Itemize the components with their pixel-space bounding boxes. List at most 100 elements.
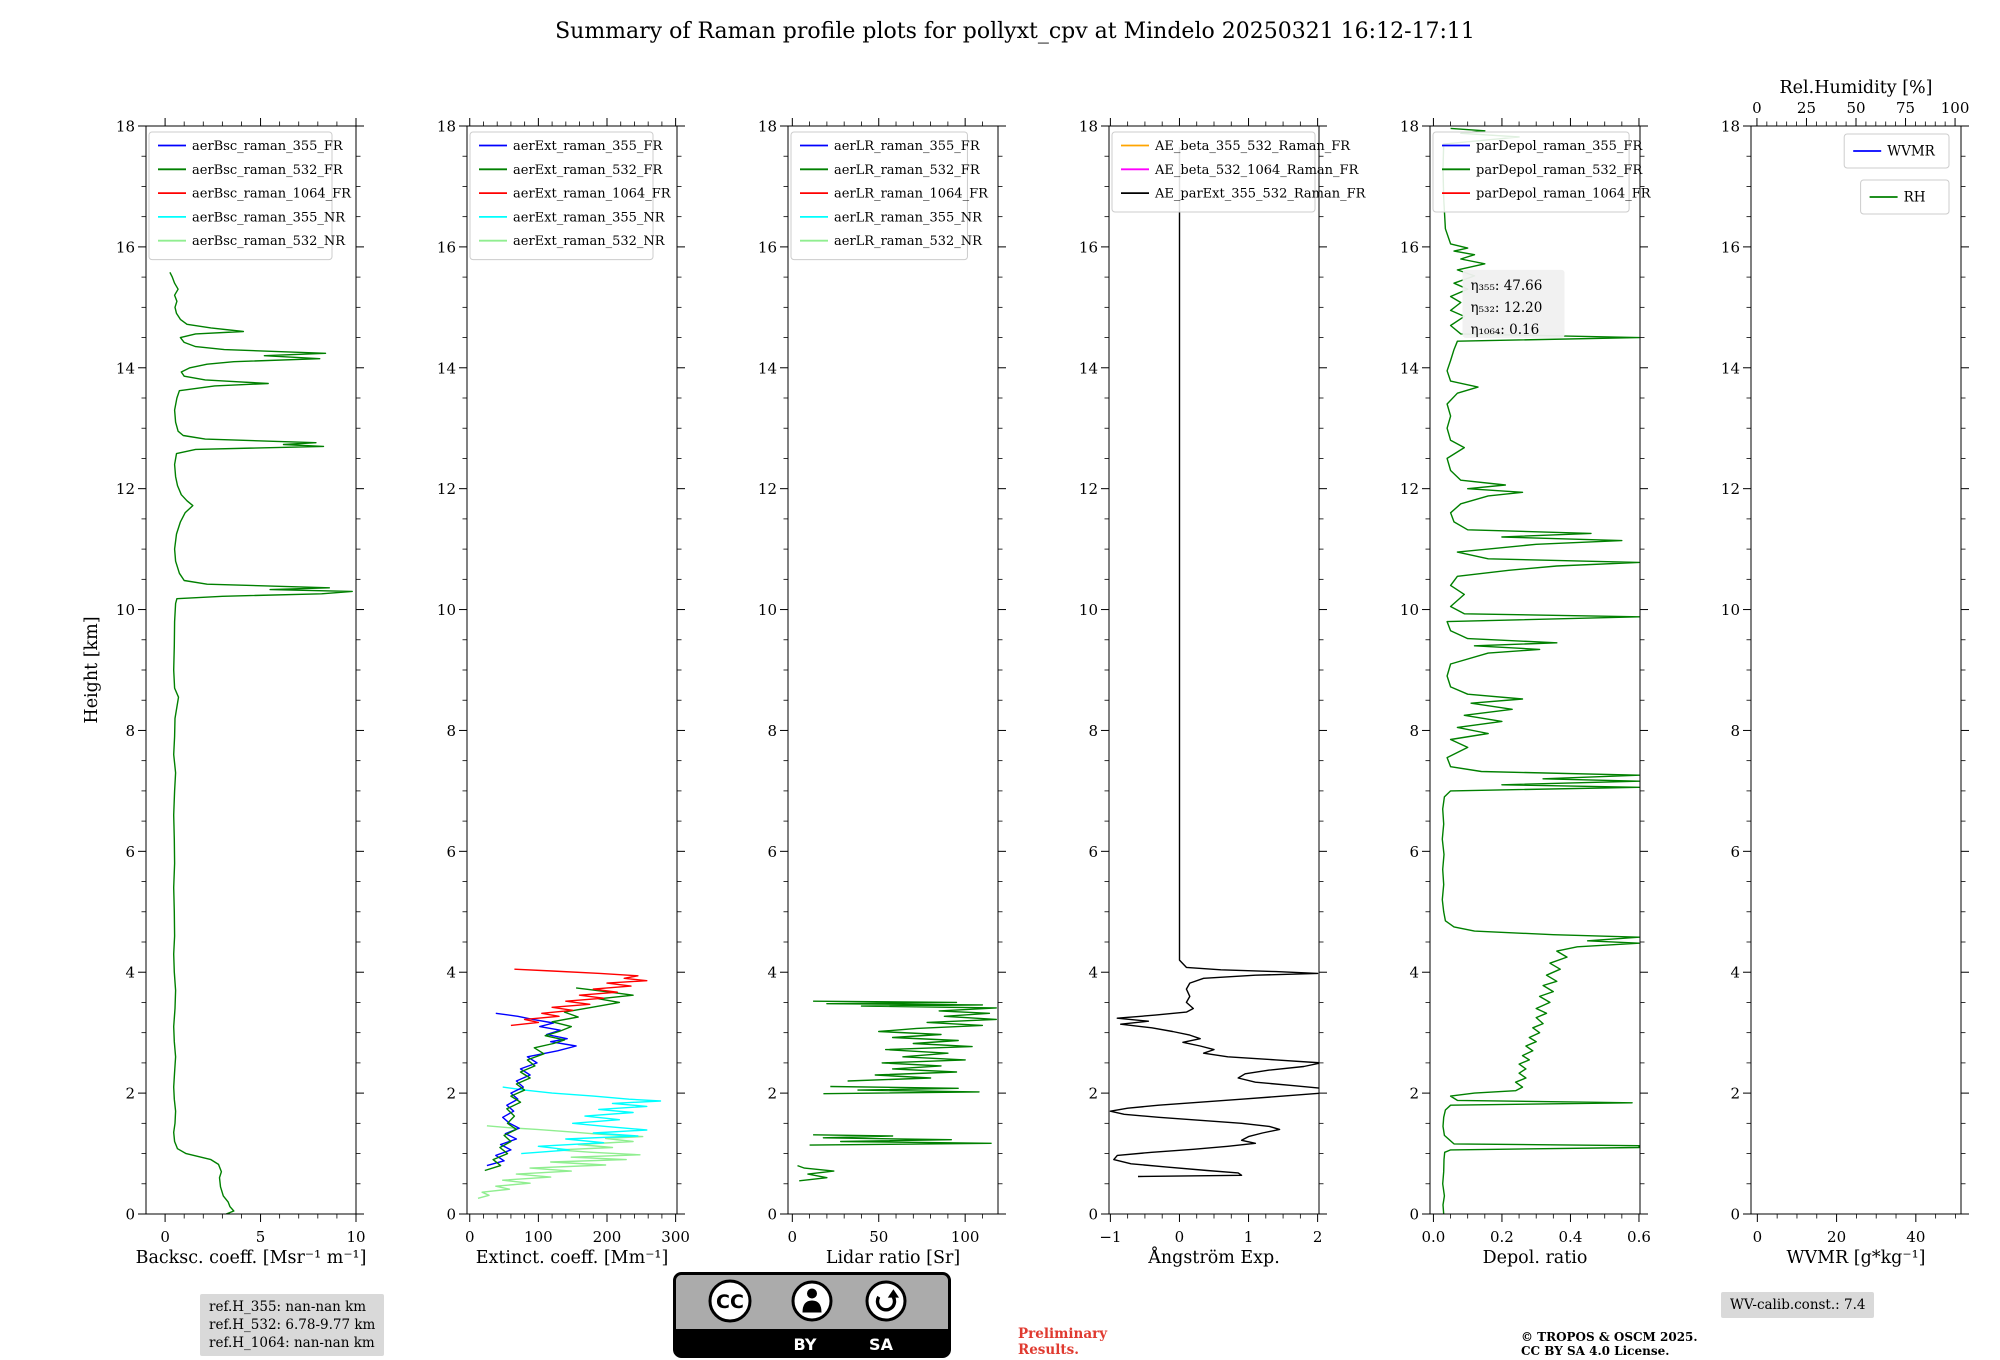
axes-frame <box>466 125 678 1215</box>
svg-text:4: 4 <box>125 964 135 982</box>
svg-text:aerBsc_raman_532_FR: aerBsc_raman_532_FR <box>192 163 344 178</box>
panel-depol: 0.0 0.2 0.4 0.6 0 2 4 6 8 10 12 14 16 18 Depol. ratio p… <box>1400 118 1652 1269</box>
copyright-line-1: © TROPOS & OSCM 2025. <box>1521 1330 1698 1344</box>
attribution-person-icon <box>791 1280 833 1322</box>
svg-text:aerExt_raman_532_NR: aerExt_raman_532_NR <box>513 234 666 249</box>
svg-text:16: 16 <box>758 238 777 256</box>
svg-text:Rel.Humidity [%]: Rel.Humidity [%] <box>1780 78 1933 98</box>
legend-angstrom: AE_beta_355_532_Raman_FR AE_beta_532_1064… <box>1111 131 1367 213</box>
wv-calib-box: WV-calib.const.: 7.4 <box>1721 1292 1875 1318</box>
svg-text:Extinct. coeff. [Mm⁻¹]: Extinct. coeff. [Mm⁻¹] <box>476 1248 669 1268</box>
svg-text:0: 0 <box>160 1228 170 1246</box>
panel-backscatter: 0 5 10 0 2 4 6 8 10 12 14 16 18 Backsc. coeff. [Msr⁻¹… <box>82 118 366 1269</box>
axes-frame <box>787 125 999 1215</box>
svg-text:parDepol_raman_355_FR: parDepol_raman_355_FR <box>1476 139 1643 154</box>
eta-annotation: η₃₅₅: 47.66 η₅₃₂: 12.20 η₁₀₆₄: 0.16 <box>1462 269 1565 338</box>
cc-by-label: BY <box>794 1335 817 1354</box>
svg-text:1: 1 <box>1244 1228 1254 1246</box>
svg-text:0: 0 <box>1752 99 1762 117</box>
svg-text:16: 16 <box>1400 238 1419 256</box>
svg-text:0: 0 <box>1088 1206 1098 1224</box>
svg-text:6: 6 <box>1088 843 1098 861</box>
svg-text:aerBsc_raman_1064_FR: aerBsc_raman_1064_FR <box>192 187 352 202</box>
svg-text:aerBsc_raman_355_NR: aerBsc_raman_355_NR <box>192 210 346 225</box>
series-aerExt_raman_532_FR <box>484 987 634 1172</box>
svg-text:0.6: 0.6 <box>1627 1228 1651 1246</box>
svg-text:aerLR_raman_355_FR: aerLR_raman_355_FR <box>834 139 981 154</box>
svg-text:10: 10 <box>1079 601 1098 619</box>
legend-backscatter: aerBsc_raman_355_FR aerBsc_raman_532_FRae… <box>148 131 352 261</box>
svg-text:10: 10 <box>116 601 135 619</box>
svg-text:10: 10 <box>1721 601 1740 619</box>
series-AE_parExt_355_532_Raman_FR <box>1109 147 1319 1178</box>
svg-text:6: 6 <box>1409 843 1419 861</box>
svg-text:18: 18 <box>1721 118 1740 136</box>
svg-text:8: 8 <box>1409 722 1419 740</box>
svg-text:4: 4 <box>1409 964 1419 982</box>
svg-text:10: 10 <box>437 601 456 619</box>
svg-text:0.4: 0.4 <box>1559 1228 1583 1246</box>
svg-text:0: 0 <box>788 1228 798 1246</box>
svg-text:0: 0 <box>1730 1206 1740 1224</box>
axes-frame <box>1750 125 1962 1215</box>
svg-text:2: 2 <box>1088 1085 1098 1103</box>
svg-text:AE_beta_355_532_Raman_FR: AE_beta_355_532_Raman_FR <box>1154 139 1351 154</box>
svg-text:300: 300 <box>661 1228 690 1246</box>
preliminary-line-2: Results. <box>1018 1342 1079 1358</box>
svg-text:16: 16 <box>1721 238 1740 256</box>
svg-text:2: 2 <box>1409 1085 1419 1103</box>
svg-text:12: 12 <box>1400 480 1419 498</box>
svg-text:0: 0 <box>465 1228 475 1246</box>
svg-text:6: 6 <box>446 843 456 861</box>
series-parDepol_raman_532_FR <box>1441 127 1640 1214</box>
share-alike-icon <box>865 1280 907 1322</box>
svg-text:10: 10 <box>1400 601 1419 619</box>
cc-badge-border <box>673 1272 951 1358</box>
svg-text:16: 16 <box>1079 238 1098 256</box>
svg-text:25: 25 <box>1797 99 1816 117</box>
svg-text:WVMR: WVMR <box>1887 144 1935 160</box>
svg-text:0: 0 <box>767 1206 777 1224</box>
svg-text:200: 200 <box>593 1228 622 1246</box>
preliminary-note: Preliminary Results. <box>1018 1326 1107 1358</box>
svg-text:−1: −1 <box>1099 1228 1121 1246</box>
copyright-line-2: CC BY SA 4.0 License. <box>1521 1344 1670 1358</box>
svg-text:AE_parExt_355_532_Raman_FR: AE_parExt_355_532_Raman_FR <box>1154 187 1367 202</box>
svg-text:Depol. ratio: Depol. ratio <box>1483 1248 1588 1268</box>
panel-extinction: 0 100 200 300 0 2 4 6 8 10 12 14 16 18 Extinct. coeff.… <box>437 118 690 1269</box>
cc-logo-text: CC <box>716 1291 744 1313</box>
svg-text:6: 6 <box>767 843 777 861</box>
svg-text:18: 18 <box>437 118 456 136</box>
legend-depol: parDepol_raman_355_FR parDepol_raman_532_… <box>1432 131 1652 213</box>
svg-text:aerExt_raman_355_NR: aerExt_raman_355_NR <box>513 210 666 225</box>
svg-text:75: 75 <box>1896 99 1915 117</box>
svg-text:50: 50 <box>1846 99 1865 117</box>
cc-license-badge: CC BY SA <box>673 1272 951 1358</box>
svg-text:0: 0 <box>125 1206 135 1224</box>
svg-text:10: 10 <box>346 1228 365 1246</box>
series-aerExt_raman_355_NR <box>502 1086 662 1155</box>
svg-text:η₁₀₆₄: 0.16: η₁₀₆₄: 0.16 <box>1471 322 1540 338</box>
ref-h-532: ref.H_532: 6.78-9.77 km <box>209 1317 376 1333</box>
panel-lidar-ratio: 0 50 100 0 2 4 6 8 10 12 14 16 18 Lidar ratio [Sr] aer… <box>758 118 1006 1268</box>
series-aerLR_raman_532_FR <box>813 1000 997 1082</box>
svg-text:5: 5 <box>256 1228 266 1246</box>
svg-text:0: 0 <box>1753 1228 1763 1246</box>
svg-text:18: 18 <box>758 118 777 136</box>
svg-text:12: 12 <box>437 480 456 498</box>
svg-text:η₃₅₅: 47.66: η₃₅₅: 47.66 <box>1471 278 1543 294</box>
svg-text:10: 10 <box>758 601 777 619</box>
svg-text:aerBsc_raman_532_NR: aerBsc_raman_532_NR <box>192 234 346 249</box>
axes-frame <box>1108 125 1320 1215</box>
svg-text:parDepol_raman_1064_FR: parDepol_raman_1064_FR <box>1476 187 1652 202</box>
svg-text:8: 8 <box>125 722 135 740</box>
svg-text:Ångström Exp.: Ångström Exp. <box>1147 1247 1280 1268</box>
svg-text:4: 4 <box>1730 964 1740 982</box>
svg-text:aerExt_raman_532_FR: aerExt_raman_532_FR <box>513 163 663 178</box>
copyright-note: © TROPOS & OSCM 2025. CC BY SA 4.0 Licen… <box>1521 1330 1698 1358</box>
svg-text:WVMR [g*kg⁻¹]: WVMR [g*kg⁻¹] <box>1787 1248 1926 1268</box>
svg-text:2: 2 <box>1730 1085 1740 1103</box>
svg-text:50: 50 <box>869 1228 888 1246</box>
svg-text:RH: RH <box>1904 190 1926 206</box>
